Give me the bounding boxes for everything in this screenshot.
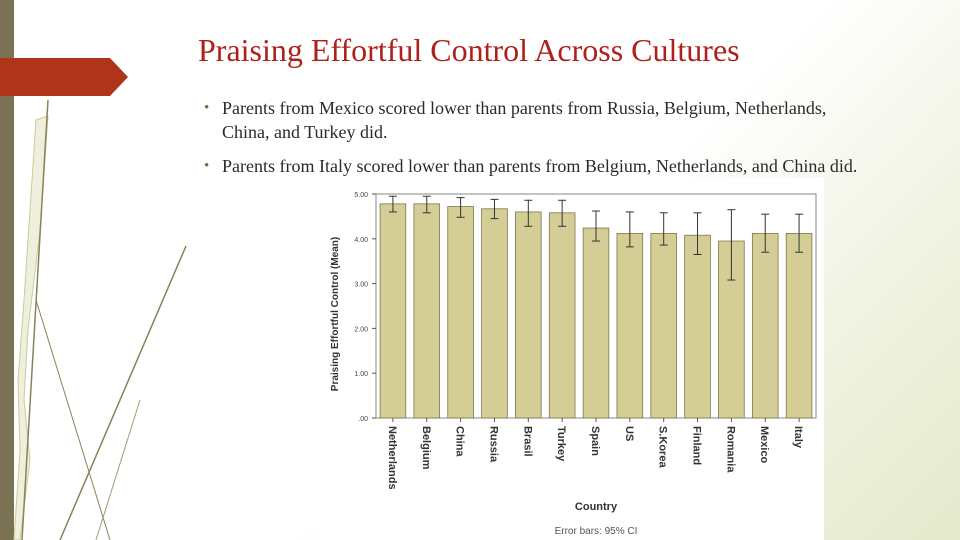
bullet-dot-icon: • — [204, 100, 210, 116]
bar — [447, 206, 474, 419]
deco-line-2 — [59, 245, 187, 540]
x-tick-label: Belgium — [420, 426, 432, 470]
bar — [785, 233, 813, 419]
x-tick-label: Netherlands — [386, 426, 398, 490]
slide-title: Praising Effortful Control Across Cultur… — [198, 32, 740, 68]
x-tick-label: Finland — [691, 426, 703, 465]
bar — [548, 212, 576, 419]
y-tick-label: 1.00 — [354, 371, 368, 378]
deco-line-1 — [21, 99, 49, 540]
chart-footnote: Error bars: 95% CI — [555, 526, 638, 537]
bullet-item: • Parents from Mexico scored lower than … — [204, 96, 862, 144]
red-accent-tab — [0, 58, 128, 96]
deco-line-4 — [95, 399, 141, 540]
y-tick-label: 5.00 — [354, 192, 368, 199]
bar — [751, 233, 779, 419]
x-tick-label: Romania — [724, 426, 736, 473]
bullet-dot-icon: • — [204, 158, 210, 174]
bar — [684, 234, 711, 419]
bar — [582, 227, 610, 419]
deco-line-3 — [35, 299, 111, 540]
bar — [650, 233, 677, 419]
x-tick-label: Mexico — [758, 426, 770, 464]
chart-panel: .00 1.00 2.00 3.00 4.00 5.00 Netherlands Belgiu… — [316, 178, 824, 540]
bullet-text: Parents from Mexico scored lower than pa… — [222, 98, 827, 142]
y-tick-label: 2.00 — [354, 326, 368, 333]
bar-chart: .00 1.00 2.00 3.00 4.00 5.00 Netherlands Belgiu… — [330, 192, 817, 537]
x-tick-label: US — [623, 426, 635, 441]
x-tick-label: Brasil — [521, 426, 533, 457]
y-axis-label: Praising Effortful Control (Mean) — [330, 237, 341, 391]
y-tick-label: 3.00 — [354, 282, 368, 289]
x-axis-label: Country — [575, 501, 618, 513]
bar — [515, 211, 542, 419]
bar — [616, 233, 644, 419]
bar — [481, 208, 508, 419]
bar — [413, 203, 441, 419]
x-tick-label: Spain — [589, 426, 601, 456]
bar — [379, 203, 407, 419]
x-tick-label: Russia — [487, 426, 499, 463]
y-tick-label: .00 — [358, 416, 368, 423]
y-tick-label: 4.00 — [354, 237, 368, 244]
x-tick-label: Turkey — [555, 426, 567, 462]
x-tick-label: China — [454, 426, 466, 457]
bullet-text: Parents from Italy scored lower than par… — [222, 156, 858, 176]
x-tick-label: S.Korea — [657, 426, 669, 468]
decorative-lines — [13, 99, 187, 540]
x-tick-label: Italy — [792, 426, 804, 449]
bullet-item: • Parents from Italy scored lower than p… — [204, 154, 862, 178]
left-decorative-strip — [0, 0, 14, 540]
